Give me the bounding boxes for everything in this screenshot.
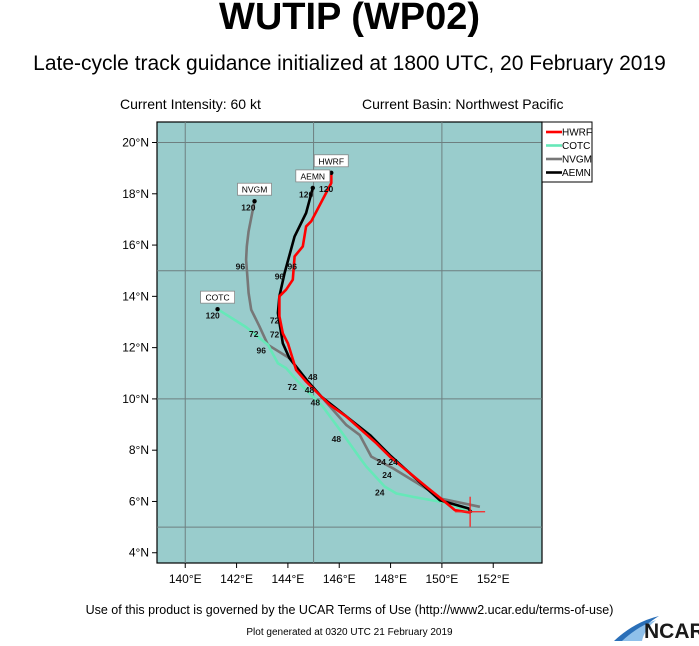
forecast-hour-label: 24 (375, 488, 385, 498)
lat-tick-label: 20°N (122, 136, 149, 150)
lon-tick-label: 152°E (477, 572, 510, 586)
model-label-box (295, 169, 331, 183)
forecast-hour-group: 24 (382, 470, 392, 480)
model-label: NVGM (242, 185, 268, 195)
lat-tick-label: 12°N (122, 341, 149, 355)
forecast-hour-group: 48 (311, 397, 321, 407)
track-end-point (310, 185, 315, 191)
forecast-hour-group: 120 (299, 190, 313, 200)
current-basin: Current Basin: Northwest Pacific (362, 96, 564, 112)
model-label-group: AEMN (295, 169, 331, 183)
forecast-hour-label: 24 (388, 457, 398, 467)
axis-ticks: 140°E 142°E 144°E 146°E 148°E 150°E 152°E 4°N 6°… (122, 136, 509, 586)
forecast-hour-label: 120 (241, 202, 255, 212)
forecast-hour-group: 96 (275, 271, 285, 281)
lat-tick-label: 16°N (122, 238, 149, 252)
subtitle: Late-cycle track guidance initialized at… (33, 52, 666, 75)
forecast-hour-label: 120 (206, 310, 220, 320)
current-intensity: Current Intensity: 60 kt (120, 96, 261, 112)
forecast-hour-label: 72 (270, 316, 280, 326)
model-label: COTC (206, 293, 230, 303)
model-label-box (313, 154, 349, 168)
forecast-hour-group: 24 (375, 488, 385, 498)
model-label-group: COTC (200, 290, 235, 304)
forecast-hour-group: 24 (377, 457, 387, 467)
model-label: AEMN (301, 171, 326, 181)
model-label: HWRF (319, 156, 345, 166)
model-label-group: NVGM (237, 182, 272, 196)
legend-label: NVGM (562, 155, 592, 166)
ncar-logo: NCAR (614, 614, 699, 643)
forecast-hour-group: 72 (270, 330, 280, 340)
lon-tick-label: 140°E (169, 572, 202, 586)
forecast-hour-label: 72 (270, 330, 280, 340)
model-label-box (200, 290, 235, 304)
forecast-hour-group: 24 (388, 457, 398, 467)
storm-title: WUTIP (WP02) (218, 0, 481, 38)
legend-label: COTC (562, 141, 590, 152)
model-label-box (237, 182, 272, 196)
lat-tick-label: 6°N (129, 494, 149, 508)
track-cotc (216, 308, 471, 514)
forecast-hour-group: 48 (332, 434, 342, 444)
map-ocean (156, 121, 543, 564)
forecast-hour-group: 72 (270, 316, 280, 326)
forecast-hour-label: 24 (377, 457, 387, 467)
forecast-hour-label: 72 (288, 382, 298, 392)
forecast-hour-label: 120 (319, 184, 333, 194)
forecast-hour-label: 96 (275, 271, 285, 281)
lon-tick-label: 150°E (425, 572, 458, 586)
forecast-hour-group: 96 (256, 346, 266, 356)
forecast-hour-group: 120 (241, 202, 255, 212)
plot-generated: Plot generated at 0320 UTC 21 February 2… (246, 627, 453, 638)
forecast-hour-group: 72 (249, 329, 259, 339)
forecast-hour-label: 48 (311, 397, 321, 407)
model-label-group: HWRF (313, 154, 349, 168)
terms-of-use[interactable]: Use of this product is governed by the U… (85, 603, 614, 617)
lat-tick-label: 4°N (129, 546, 149, 560)
forecast-hour-group: 72 (288, 382, 298, 392)
forecast-hour-label: 120 (299, 190, 313, 200)
lat-tick-label: 10°N (122, 392, 149, 406)
lon-tick-label: 142°E (220, 572, 253, 586)
legend-label: AEMN (562, 168, 591, 179)
forecast-hour-label: 48 (308, 372, 318, 382)
lat-tick-label: 14°N (122, 289, 149, 303)
lon-tick-label: 148°E (374, 572, 407, 586)
track-end-point (252, 199, 257, 204)
forecast-hour-group: 48 (305, 385, 315, 395)
forecast-hour-group: 48 (308, 372, 318, 382)
map-grid (157, 122, 542, 563)
forecast-hour-label: 96 (236, 261, 246, 271)
forecast-hour-group: 96 (236, 261, 246, 271)
track-end-point (215, 306, 220, 312)
forecast-hour-label: 48 (305, 385, 315, 395)
forecast-hour-label: 24 (382, 470, 392, 480)
lon-tick-label: 144°E (271, 572, 304, 586)
forecast-hour-group: 96 (288, 261, 298, 271)
lat-tick-label: 18°N (122, 187, 149, 201)
model-tracks (215, 170, 486, 527)
svg-text:NCAR: NCAR (644, 620, 699, 641)
forecast-hour-group: 120 (206, 310, 220, 320)
forecast-hour-label: 96 (288, 261, 298, 271)
forecast-hour-group: 120 (319, 184, 333, 194)
forecast-hour-label: 96 (256, 346, 266, 356)
track-hwrf (278, 172, 471, 514)
track-labels: NVGM COTC AEMN HWRF 24 48 72 96 120 24 48 72 96 120 24… (200, 154, 398, 498)
legend-label: HWRF (562, 128, 592, 139)
lat-tick-label: 8°N (129, 443, 149, 457)
forecast-hour-label: 48 (332, 434, 342, 444)
forecast-hour-label: 72 (249, 329, 259, 339)
lon-tick-label: 146°E (323, 572, 356, 586)
legend: HWRF COTC NVGM AEMN (541, 121, 593, 183)
